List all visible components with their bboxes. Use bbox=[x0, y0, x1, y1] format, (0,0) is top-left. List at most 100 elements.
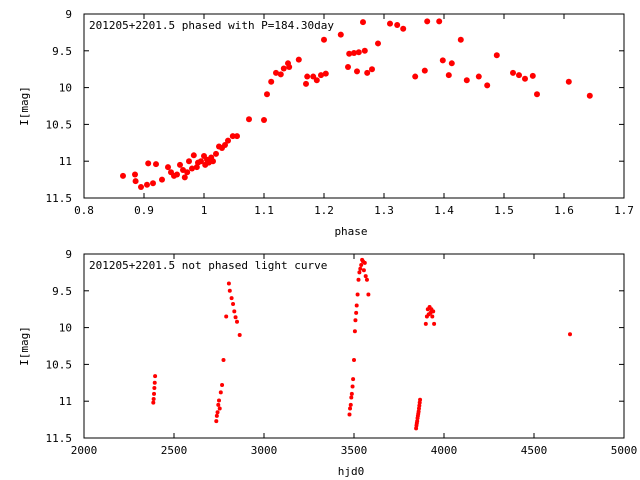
bottom-panel: 2000 2500 3000 3500 4000 4500 5000 9 9.5 10 10.5 1… bbox=[18, 248, 637, 478]
top-data-point bbox=[463, 77, 470, 84]
top-data-point bbox=[529, 72, 536, 79]
top-data-point bbox=[586, 92, 593, 99]
top-data-point bbox=[475, 73, 482, 80]
top-data-point bbox=[286, 63, 293, 70]
bottom-data-point bbox=[432, 321, 437, 326]
bottom-y-tick-label: 9 bbox=[65, 248, 72, 261]
top-x-tick-label: 1.5 bbox=[494, 204, 514, 217]
top-data-point bbox=[351, 50, 357, 57]
bottom-data-point bbox=[354, 303, 359, 308]
top-data-point bbox=[424, 18, 431, 25]
top-data-point bbox=[394, 22, 401, 29]
bottom-data-point bbox=[151, 400, 156, 405]
top-x-tick-label: 1.4 bbox=[434, 204, 454, 217]
top-data-point bbox=[181, 174, 188, 181]
top-data-point bbox=[337, 31, 344, 38]
top-data-point bbox=[280, 65, 287, 72]
bottom-data-point bbox=[229, 296, 234, 301]
bottom-data-point bbox=[416, 406, 421, 411]
bottom-data-point bbox=[151, 396, 156, 401]
bottom-data-point bbox=[231, 302, 236, 307]
top-data-point bbox=[510, 69, 516, 76]
top-plot-frame bbox=[83, 13, 625, 199]
top-data-point bbox=[421, 67, 428, 74]
top-data-point bbox=[387, 20, 393, 27]
top-y-axis-label: I[mag] bbox=[18, 86, 31, 126]
bottom-plot-frame bbox=[83, 253, 625, 439]
top-data-point bbox=[448, 60, 455, 67]
bottom-chart-title: 201205+2201.5 not phased light curve bbox=[89, 259, 327, 272]
top-data-point bbox=[484, 82, 491, 89]
bottom-data-point bbox=[423, 321, 428, 326]
bottom-data-point bbox=[217, 406, 222, 411]
bottom-y-tick-label: 11.5 bbox=[46, 432, 73, 445]
top-data-point bbox=[439, 57, 446, 64]
top-data-point bbox=[522, 75, 528, 82]
top-data-point bbox=[261, 116, 267, 123]
bottom-data-point bbox=[363, 274, 368, 279]
bottom-y-tick-label: 9.5 bbox=[52, 285, 72, 298]
top-data-point bbox=[159, 176, 165, 183]
top-data-point bbox=[184, 169, 191, 176]
bottom-data-point bbox=[348, 402, 353, 407]
top-data-point bbox=[177, 161, 183, 168]
bottom-data-point bbox=[352, 329, 357, 334]
bottom-data-point bbox=[349, 391, 354, 396]
top-data-point bbox=[295, 56, 302, 63]
top-x-tick-label: 1.1 bbox=[254, 204, 274, 217]
top-data-point bbox=[120, 172, 126, 179]
top-x-axis: 0.8 0.9 1 1.1 1.2 1.3 1.4 1.5 1.6 1.7 bbox=[74, 14, 634, 217]
bottom-data-point bbox=[220, 383, 225, 388]
bottom-data-point bbox=[152, 391, 157, 396]
bottom-y-axis: 9 9.5 10 10.5 11 11.5 bbox=[46, 248, 624, 445]
top-data-point bbox=[345, 63, 351, 70]
top-data-point bbox=[246, 116, 252, 123]
top-data-point bbox=[303, 80, 309, 87]
bottom-data-point bbox=[153, 374, 158, 379]
top-panel: 0.8 0.9 1 1.1 1.2 1.3 1.4 1.5 1.6 1.7 9 9.5 10 10.5 1… bbox=[18, 8, 634, 238]
top-data-point bbox=[210, 158, 216, 165]
bottom-data-point bbox=[430, 314, 435, 319]
bottom-data-point bbox=[414, 426, 419, 431]
top-x-axis-label: phase bbox=[334, 225, 367, 238]
bottom-data-point bbox=[216, 402, 221, 407]
bottom-data-point bbox=[227, 288, 232, 293]
bottom-y-tick-label: 10.5 bbox=[46, 358, 73, 371]
top-data-point bbox=[234, 133, 240, 140]
bottom-data-point bbox=[352, 357, 356, 362]
bottom-data-point bbox=[221, 357, 226, 362]
bottom-data-point bbox=[237, 332, 242, 337]
top-data-point bbox=[189, 165, 195, 172]
top-x-tick-label: 1.6 bbox=[554, 204, 574, 217]
bottom-data-point bbox=[418, 397, 423, 402]
bottom-data-point bbox=[415, 419, 420, 424]
top-data-point bbox=[457, 36, 464, 43]
top-data-point bbox=[277, 71, 284, 78]
top-data-point bbox=[144, 181, 150, 188]
top-data-point bbox=[225, 137, 231, 144]
bottom-x-tick-label: 4500 bbox=[521, 444, 548, 457]
top-data-point bbox=[360, 19, 366, 26]
bottom-data-point bbox=[348, 406, 353, 411]
top-data-point bbox=[534, 91, 540, 98]
top-y-tick-label: 11 bbox=[59, 155, 72, 168]
top-x-tick-label: 1 bbox=[201, 204, 208, 217]
top-y-tick-label: 11.5 bbox=[46, 192, 73, 205]
top-data-point bbox=[375, 40, 381, 47]
top-data-point bbox=[198, 158, 204, 165]
bottom-data-point bbox=[350, 384, 355, 389]
top-data-point bbox=[213, 150, 219, 157]
top-chart-title: 201205+2201.5 phased with P=184.30day bbox=[89, 19, 334, 32]
top-data-point bbox=[132, 171, 138, 178]
bottom-x-tick-label: 3000 bbox=[251, 444, 278, 457]
bottom-data-point bbox=[347, 412, 352, 417]
top-data-point bbox=[364, 69, 371, 76]
bottom-data-point bbox=[235, 319, 239, 324]
bottom-data-point bbox=[366, 292, 371, 297]
top-data-point bbox=[268, 78, 275, 85]
bottom-data-point bbox=[359, 263, 364, 268]
top-data-point bbox=[322, 70, 329, 77]
top-data-point bbox=[565, 78, 572, 85]
top-data-point bbox=[318, 72, 324, 79]
